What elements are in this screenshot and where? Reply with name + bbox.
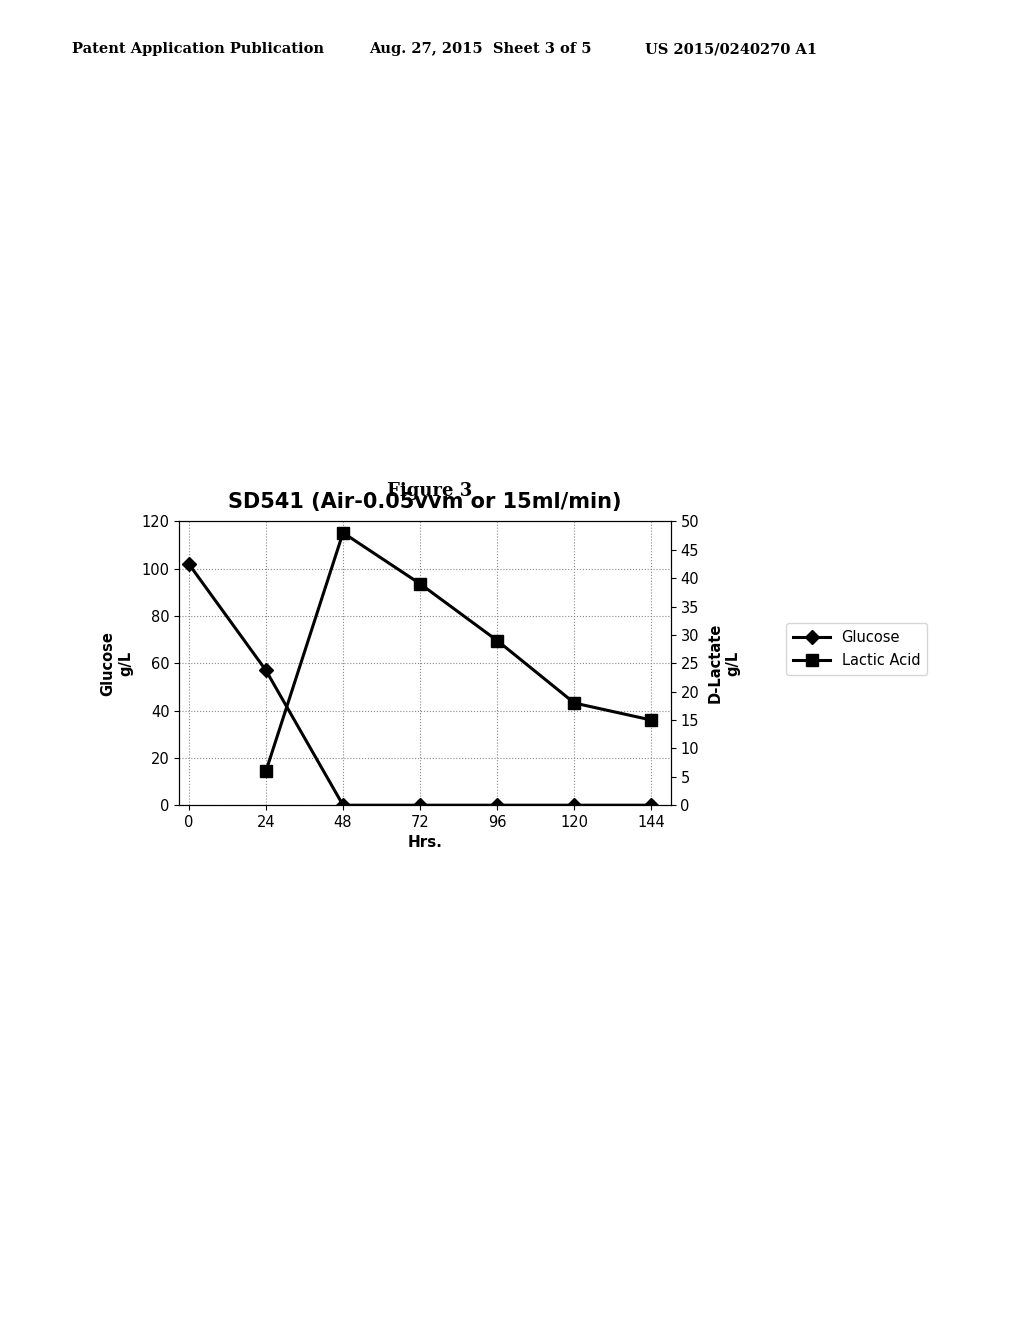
Legend: Glucose, Lactic Acid: Glucose, Lactic Acid (786, 623, 928, 675)
Line: Lactic Acid: Lactic Acid (260, 527, 657, 776)
Glucose (568, 797, 581, 813)
Lactic Acid (414, 576, 426, 591)
Lactic Acid (568, 696, 581, 711)
Text: Aug. 27, 2015  Sheet 3 of 5: Aug. 27, 2015 Sheet 3 of 5 (369, 42, 591, 57)
Glucose (182, 556, 195, 572)
Lactic Acid (645, 713, 657, 729)
Line: Glucose: Glucose (184, 560, 656, 810)
Text: Figure 3: Figure 3 (387, 482, 473, 500)
Lactic Acid (492, 632, 504, 648)
Glucose (337, 797, 349, 813)
Glucose (645, 797, 657, 813)
X-axis label: Hrs.: Hrs. (408, 836, 442, 850)
Text: US 2015/0240270 A1: US 2015/0240270 A1 (645, 42, 817, 57)
Y-axis label: Glucose
g/L: Glucose g/L (100, 631, 133, 696)
Glucose (492, 797, 504, 813)
Glucose (260, 663, 272, 678)
Glucose (414, 797, 426, 813)
Lactic Acid (337, 525, 349, 541)
Title: SD541 (Air-0.05vvm or 15ml/min): SD541 (Air-0.05vvm or 15ml/min) (228, 491, 622, 512)
Y-axis label: D-Lactate
g/L: D-Lactate g/L (708, 623, 740, 704)
Text: Patent Application Publication: Patent Application Publication (72, 42, 324, 57)
Lactic Acid (260, 763, 272, 779)
